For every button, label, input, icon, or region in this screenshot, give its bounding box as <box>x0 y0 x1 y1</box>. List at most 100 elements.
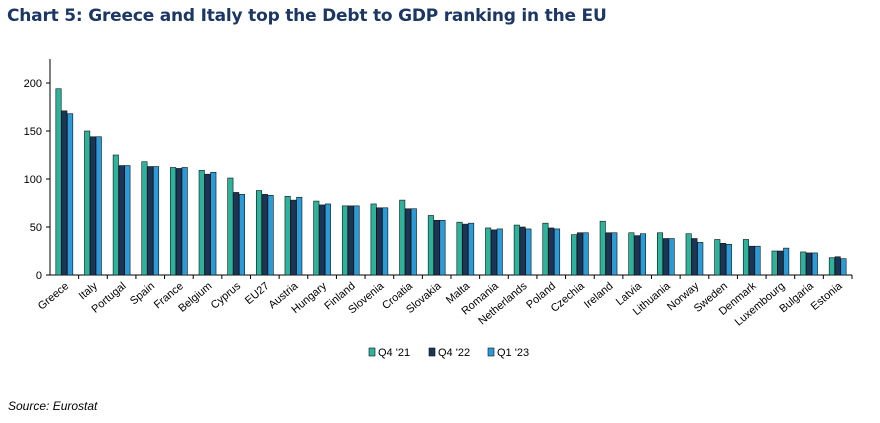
bar-greece-3 <box>67 113 74 276</box>
bar-spain-1 <box>141 161 148 276</box>
y-tick-label: 50 <box>30 222 42 234</box>
legend-label: Q1 '23 <box>497 347 529 359</box>
bar-italy-2 <box>89 136 96 276</box>
bar-sweden-1 <box>714 239 721 276</box>
bar-belgium-1 <box>198 170 205 276</box>
bar-luxembourg-1 <box>771 250 778 276</box>
legend-swatch <box>428 347 436 357</box>
bar-croatia-2 <box>405 208 412 276</box>
y-tick-label: 150 <box>24 126 42 138</box>
y-tick-label: 200 <box>24 78 42 90</box>
bar-norway-2 <box>691 238 698 276</box>
bar-portugal-1 <box>112 154 119 276</box>
y-tick-label: 0 <box>36 270 42 282</box>
bar-france-3 <box>181 167 188 276</box>
bar-latvia-3 <box>639 233 646 276</box>
chart-legend: Q4 '21 Q4 '22 Q1 '23 <box>368 347 529 359</box>
bar-belgium-2 <box>204 173 211 276</box>
bar-czechia-2 <box>576 232 583 276</box>
bar-norway-3 <box>697 242 704 276</box>
bar-lithuania-3 <box>668 238 675 276</box>
legend-swatch <box>487 347 495 357</box>
bar-greece-1 <box>55 88 62 276</box>
bar-croatia-1 <box>399 199 406 276</box>
bar-czechia-1 <box>571 234 578 276</box>
bar-estonia-2 <box>834 256 841 276</box>
bar-hungary-1 <box>313 200 320 276</box>
bar-italy-3 <box>95 136 102 276</box>
bar-netherlands-1 <box>513 224 520 276</box>
legend-label: Q4 '21 <box>378 347 410 359</box>
bar-denmark-1 <box>742 239 749 276</box>
legend-label: Q4 '22 <box>438 347 470 359</box>
bar-eu27-2 <box>261 194 268 276</box>
x-tick-label: Ireland <box>582 280 615 311</box>
x-tick-label: Estonia <box>809 280 845 313</box>
bar-portugal-2 <box>118 165 125 276</box>
bar-spain-2 <box>147 166 154 276</box>
bar-austria-1 <box>284 195 291 276</box>
bar-estonia-1 <box>828 257 835 276</box>
bar-slovenia-3 <box>382 207 389 276</box>
bar-poland-1 <box>542 222 549 276</box>
bar-austria-3 <box>296 196 303 276</box>
bar-lithuania-2 <box>662 238 669 276</box>
bar-slovenia-1 <box>370 203 377 276</box>
bar-ireland-1 <box>599 220 606 276</box>
bar-hungary-3 <box>324 203 331 276</box>
bar-luxembourg-3 <box>783 247 790 276</box>
x-tick-label: Czechia <box>549 280 588 315</box>
bar-poland-2 <box>548 227 555 276</box>
bar-malta-2 <box>462 223 469 276</box>
bar-denmark-2 <box>748 245 755 276</box>
bar-spain-3 <box>153 166 160 276</box>
bar-latvia-2 <box>634 235 641 276</box>
bar-luxembourg-2 <box>777 250 784 276</box>
bar-belgium-3 <box>210 171 217 276</box>
bar-bulgaria-3 <box>811 252 818 276</box>
bar-finland-3 <box>353 205 360 276</box>
source-note: Source: Eurostat <box>8 399 98 413</box>
legend-swatch <box>368 347 376 357</box>
bar-slovenia-2 <box>376 207 383 276</box>
page-title: Chart 5: Greece and Italy top the Debt t… <box>7 6 607 26</box>
bar-eu27-3 <box>267 195 274 276</box>
bar-slovakia-2 <box>433 219 440 276</box>
bar-cyprus-2 <box>233 192 240 276</box>
bar-denmark-3 <box>754 245 761 276</box>
bar-croatia-3 <box>410 208 417 276</box>
bar-finland-1 <box>341 205 348 276</box>
bar-netherlands-2 <box>519 226 526 276</box>
bar-lithuania-1 <box>657 232 664 276</box>
bar-czechia-3 <box>582 232 589 276</box>
bar-romania-1 <box>485 227 492 276</box>
x-tick-label: Cyprus <box>209 280 244 312</box>
bar-ireland-3 <box>611 232 618 276</box>
bar-romania-3 <box>496 228 503 276</box>
bar-cyprus-3 <box>238 194 245 276</box>
bar-sweden-3 <box>725 243 732 276</box>
bar-slovakia-3 <box>439 219 446 276</box>
bar-france-1 <box>170 167 177 276</box>
bar-romania-2 <box>490 229 497 276</box>
bar-bulgaria-1 <box>800 251 807 276</box>
bar-greece-2 <box>61 110 68 276</box>
bar-malta-1 <box>456 221 463 276</box>
bar-poland-3 <box>554 228 561 276</box>
bar-cyprus-1 <box>227 177 234 276</box>
bar-malta-3 <box>468 222 475 276</box>
bar-netherlands-3 <box>525 228 532 276</box>
bar-austria-2 <box>290 199 297 276</box>
bar-bulgaria-2 <box>806 252 813 276</box>
bar-ireland-2 <box>605 232 612 276</box>
bar-hungary-2 <box>319 204 326 276</box>
bar-sweden-2 <box>720 243 727 276</box>
bar-italy-1 <box>84 130 91 276</box>
bar-finland-2 <box>347 205 354 276</box>
y-tick-label: 100 <box>24 174 42 186</box>
bar-norway-1 <box>685 233 692 276</box>
bar-france-2 <box>175 168 182 276</box>
x-tick-label: Italy <box>77 280 101 302</box>
